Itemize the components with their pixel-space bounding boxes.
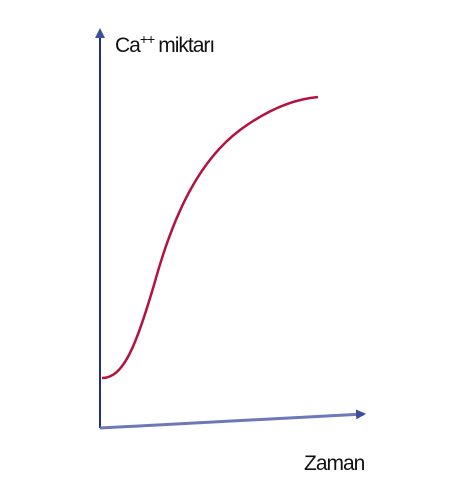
- y-label-superscript: ++: [140, 31, 155, 47]
- y-label-rest: miktarı: [158, 34, 214, 57]
- x-axis: [99, 409, 366, 430]
- curve: [101, 95, 319, 380]
- x-axis-label: Zaman: [304, 452, 365, 475]
- y-label-base: Ca: [115, 34, 141, 57]
- y-axis-label: Ca++ miktarı: [115, 31, 214, 57]
